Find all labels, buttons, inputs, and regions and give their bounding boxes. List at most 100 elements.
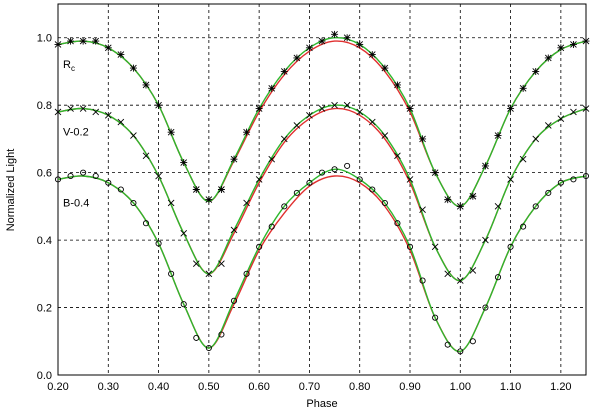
data-point (570, 176, 577, 183)
data-point (393, 81, 401, 89)
data-point (205, 196, 213, 204)
data-point (193, 334, 200, 341)
data-point (331, 166, 338, 173)
data-point (230, 226, 238, 234)
data-point (507, 176, 514, 183)
data-point (532, 203, 539, 210)
x-tick-label: 0.30 (98, 381, 119, 393)
data-point (457, 348, 464, 355)
data-point (268, 223, 275, 230)
data-point (545, 189, 552, 196)
data-point (155, 101, 163, 109)
data-point (92, 108, 100, 116)
data-point (180, 301, 187, 308)
data-point (306, 179, 313, 186)
data-point (419, 135, 427, 143)
data-point (142, 81, 150, 89)
data-point (406, 176, 414, 183)
x-tick-label: 1.20 (550, 381, 571, 393)
data-point (92, 37, 100, 45)
data-point (331, 30, 339, 38)
data-point (507, 243, 514, 250)
data-point (368, 51, 376, 59)
x-tick-label: 0.60 (248, 381, 269, 393)
data-point (54, 40, 62, 48)
data-point (168, 270, 175, 277)
annotation-text: V-0.2 (63, 127, 89, 139)
data-point (494, 274, 502, 281)
data-point (432, 314, 439, 321)
data-point (532, 67, 540, 75)
data-point (356, 40, 364, 48)
plot-frame (57, 3, 587, 376)
data-point (167, 128, 175, 136)
data-point (419, 277, 426, 284)
data-point (406, 243, 414, 250)
data-point (557, 115, 565, 122)
data-point (482, 304, 489, 311)
data-point (105, 179, 112, 186)
data-point (230, 155, 238, 163)
data-point (117, 186, 124, 193)
data-point (557, 44, 565, 52)
data-point (142, 220, 150, 227)
data-point (544, 122, 552, 129)
data-point (104, 111, 112, 119)
data-point (419, 206, 426, 214)
data-point (293, 189, 300, 196)
data-point (256, 243, 263, 250)
y-tick-label: 0.6 (37, 168, 52, 180)
data-point (507, 105, 515, 113)
data-point (582, 105, 590, 112)
data-point (381, 64, 389, 72)
data-point (356, 108, 364, 116)
data-point (582, 37, 590, 45)
data-point (306, 111, 313, 119)
data-point (582, 172, 590, 180)
data-point (280, 135, 288, 143)
data-point (394, 220, 401, 227)
y-tick-label: 0.4 (37, 235, 52, 247)
annotation: Rc (63, 59, 75, 73)
data-point (67, 37, 75, 45)
data-point (318, 37, 326, 45)
data-point (494, 132, 502, 140)
data-point (557, 179, 564, 186)
data-point (79, 105, 87, 112)
data-point (469, 192, 477, 200)
data-point (155, 172, 162, 180)
data-point (368, 118, 376, 126)
x-tick-label: 0.50 (198, 381, 219, 393)
data-point (54, 176, 62, 183)
data-point (130, 132, 137, 139)
data-point (381, 199, 388, 207)
x-tick-label: 0.80 (349, 381, 370, 393)
data-point (343, 101, 351, 109)
data-point (155, 240, 162, 247)
data-point (268, 155, 276, 163)
data-point (130, 199, 137, 207)
data-point (192, 260, 200, 268)
data-point (117, 118, 125, 126)
model-line (57, 175, 587, 353)
data-point (218, 331, 225, 338)
data-point (218, 260, 225, 268)
data-point (444, 270, 452, 278)
data-point (482, 236, 489, 244)
data-point (255, 105, 263, 113)
x-tick-label: 0.20 (47, 381, 68, 393)
annotation-text: B-0.4 (63, 197, 89, 209)
data-point (544, 54, 552, 62)
data-point (205, 344, 212, 352)
data-point (481, 162, 489, 170)
x-tick-label: 0.70 (299, 381, 320, 393)
data-point (356, 176, 363, 183)
data-point (456, 202, 464, 210)
data-point (456, 277, 464, 284)
data-point (54, 108, 62, 116)
data-point (431, 243, 439, 251)
x-tick-label: 1.10 (500, 381, 521, 393)
data-point (431, 169, 439, 177)
data-point (293, 54, 301, 62)
